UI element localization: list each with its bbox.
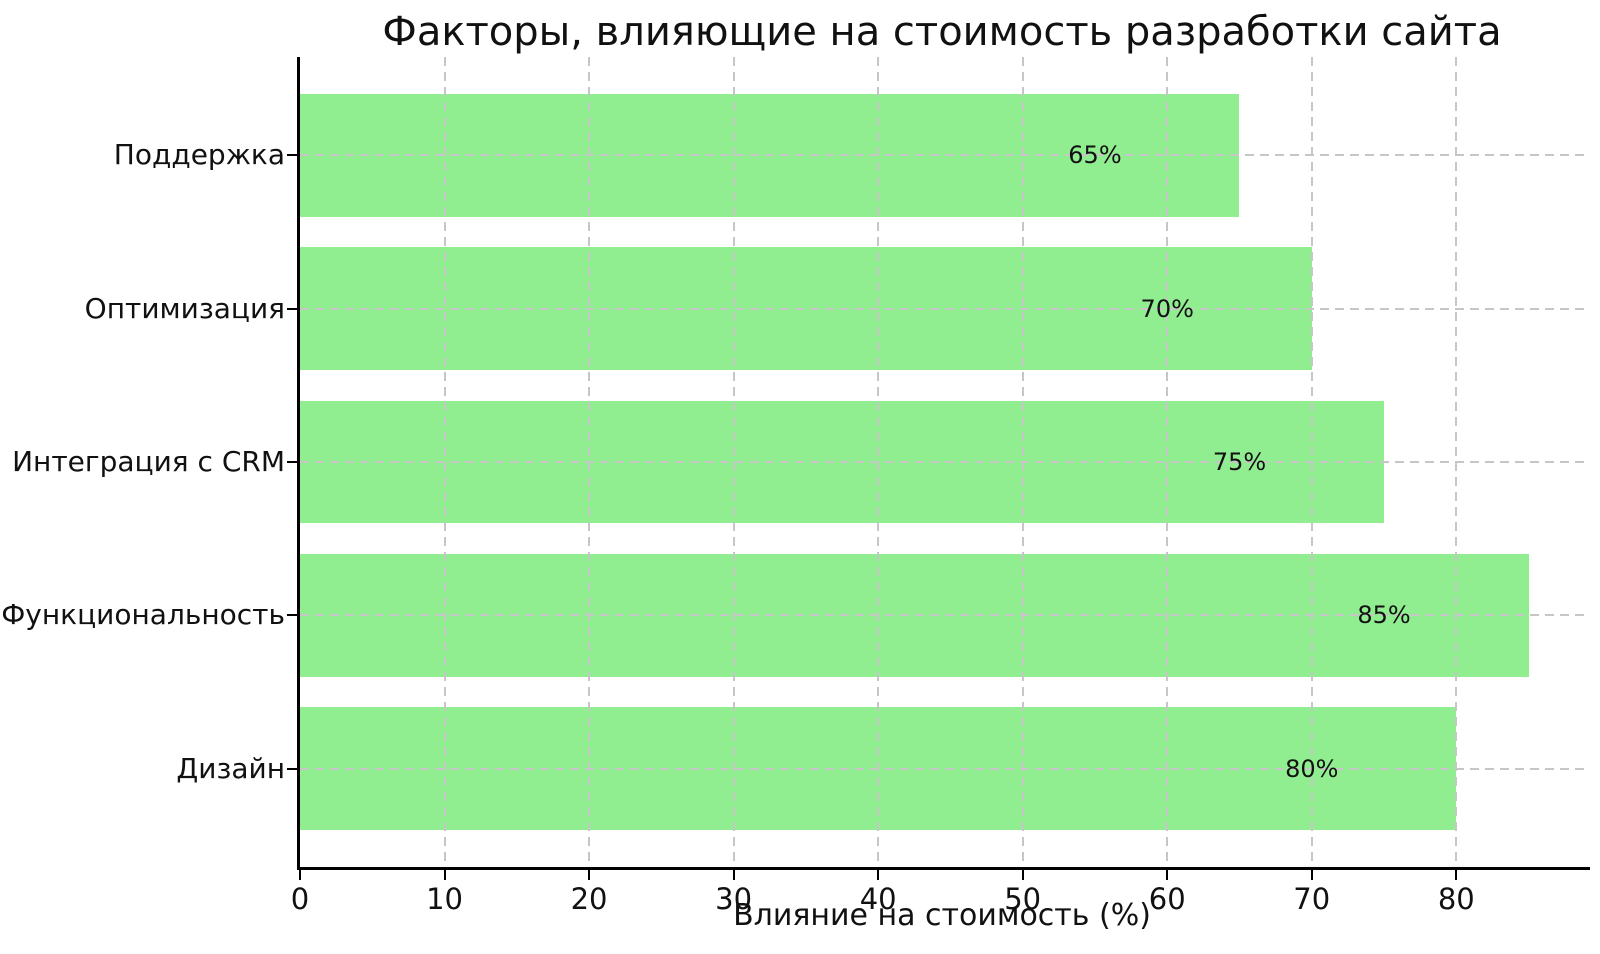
bar-value-label: 65%	[1068, 141, 1122, 170]
x-tick-label: 30	[715, 882, 753, 916]
vertical-gridline	[1455, 57, 1458, 867]
horizontal-gridline	[300, 307, 1590, 310]
plot-area: 65% 70% 75% 85% 80% 0 10 20 30 40 50 60 70 80 Поддержк…	[1, 57, 1590, 915]
y-tick-mark	[287, 461, 300, 463]
x-tick-mark	[588, 867, 591, 880]
horizontal-gridline	[300, 767, 1590, 770]
x-tick-label: 40	[859, 882, 897, 916]
bar-value-label: 85%	[1357, 601, 1411, 630]
y-tick-mark	[287, 767, 300, 770]
x-tick-label: 70	[1293, 882, 1331, 916]
x-tick-mark	[732, 867, 735, 880]
vertical-gridline	[1166, 57, 1169, 867]
vertical-gridline	[1310, 57, 1313, 867]
vertical-gridline	[732, 57, 735, 867]
y-category-label: Поддержка	[113, 138, 285, 172]
x-tick-mark	[1021, 867, 1024, 880]
horizontal-gridline	[300, 154, 1590, 157]
y-category-label: Дизайн	[176, 751, 285, 785]
x-tick-label: 20	[570, 882, 608, 916]
x-tick-mark	[1310, 867, 1313, 880]
vertical-gridline	[443, 57, 446, 867]
x-tick-mark	[877, 867, 880, 880]
horizontal-gridline	[300, 614, 1590, 617]
vertical-gridline	[588, 57, 591, 867]
chart-title: Факторы, влияющие на стоимость разработк…	[382, 9, 1502, 55]
x-tick-label: 80	[1437, 882, 1475, 916]
vertical-gridline	[1021, 57, 1024, 867]
horizontal-gridline	[300, 461, 1590, 463]
y-tick-mark	[287, 154, 300, 157]
y-category-label: Оптимизация	[84, 291, 285, 325]
x-tick-label: 0	[290, 882, 310, 916]
x-tick-label: 10	[426, 882, 463, 916]
vertical-gridline	[877, 57, 880, 867]
y-tick-mark	[287, 307, 300, 310]
bar-value-label: 80%	[1285, 754, 1339, 783]
y-category-label: Функциональность	[1, 598, 285, 632]
x-axis-label: Влияние на стоимость (%)	[733, 898, 1151, 933]
bar-value-label: 70%	[1140, 294, 1194, 323]
x-tick-label: 50	[1004, 882, 1042, 916]
x-tick-mark	[1455, 867, 1458, 880]
x-tick-mark	[299, 867, 301, 880]
y-category-label: Интеграция с CRM	[12, 445, 285, 478]
x-tick-mark	[1166, 867, 1169, 880]
x-tick-mark	[443, 867, 446, 880]
x-tick-label: 60	[1148, 882, 1186, 916]
bar-value-label: 75%	[1212, 448, 1267, 476]
y-tick-mark	[287, 614, 300, 617]
